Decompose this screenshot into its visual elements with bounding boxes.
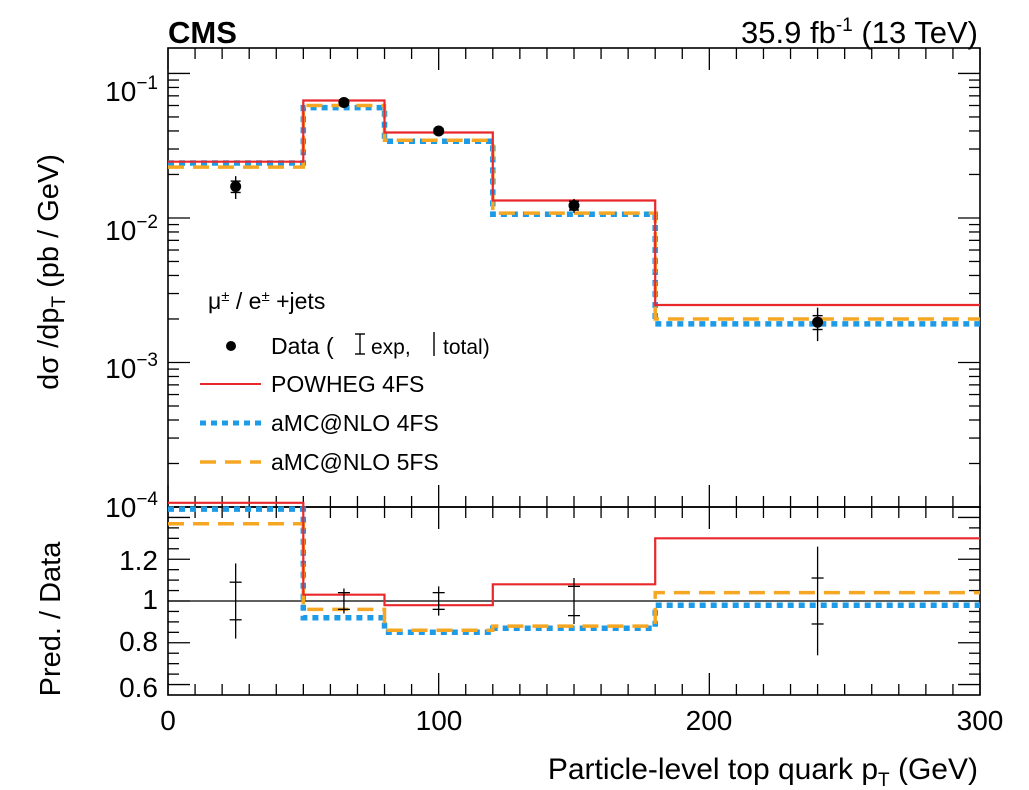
- experiment-label: CMS: [168, 15, 237, 50]
- main-y-tick-label-4: 10−4: [105, 489, 158, 523]
- data-point: [812, 316, 824, 328]
- x-tick-label-100: 100: [416, 705, 463, 736]
- x-tick-label-200: 200: [686, 705, 733, 736]
- x-tick-label-300: 300: [957, 705, 1004, 736]
- legend-exp-label: exp,: [371, 336, 411, 359]
- x-tick-label-0: 0: [160, 705, 176, 736]
- main-y-tick-label-1: 10−1: [105, 73, 158, 107]
- legend-header: μ± / e± +jets: [208, 288, 325, 314]
- legend-amcnlo4fs-label: aMC@NLO 4FS: [271, 410, 439, 436]
- svg-text:10−2: 10−2: [105, 212, 158, 246]
- main-panel-frame: [167, 47, 981, 508]
- luminosity-label: 35.9 fb-1 (13 TeV): [741, 15, 978, 50]
- main-y-tick-label-2: 10−2: [105, 212, 158, 246]
- svg-text:10−3: 10−3: [105, 350, 158, 384]
- legend-powheg-label: POWHEG 4FS: [271, 371, 424, 397]
- svg-text:10−1: 10−1: [105, 73, 158, 107]
- data-point: [338, 96, 350, 108]
- ratio-y-tick-label-3: 1.2: [119, 545, 158, 576]
- svg-text:10−4: 10−4: [105, 489, 158, 523]
- ratio-y-tick-label-0: 0.6: [119, 672, 158, 703]
- main-y-tick-label-3: 10−3: [105, 350, 158, 384]
- main-panel-ticks: [167, 48, 981, 508]
- legend-amcnlo5fs-label: aMC@NLO 5FS: [271, 449, 439, 475]
- data-point: [230, 181, 242, 193]
- ratio-y-tick-label-1: 0.8: [119, 626, 158, 657]
- legend: μ± / e± +jets Data ( exp, total) POWHEG …: [200, 288, 490, 475]
- ratio-y-tick-label-2: 1: [142, 584, 158, 615]
- main-panel-data-points: [230, 96, 824, 342]
- ratio-panel-uncertainties: [229, 546, 824, 656]
- x-axis-label: Particle-level top quark pT (GeV): [548, 753, 978, 790]
- main-y-axis-label: dσ /dpT (pb / GeV): [33, 154, 70, 390]
- ratio-y-axis-label: Pred. / Data: [35, 541, 67, 697]
- data-point: [568, 199, 580, 211]
- legend-data-label: Data (: [271, 333, 334, 359]
- data-point: [433, 125, 445, 137]
- legend-data-marker: [226, 341, 236, 351]
- legend-exp-error-glyph: [355, 333, 365, 355]
- legend-total-label: total): [443, 336, 490, 359]
